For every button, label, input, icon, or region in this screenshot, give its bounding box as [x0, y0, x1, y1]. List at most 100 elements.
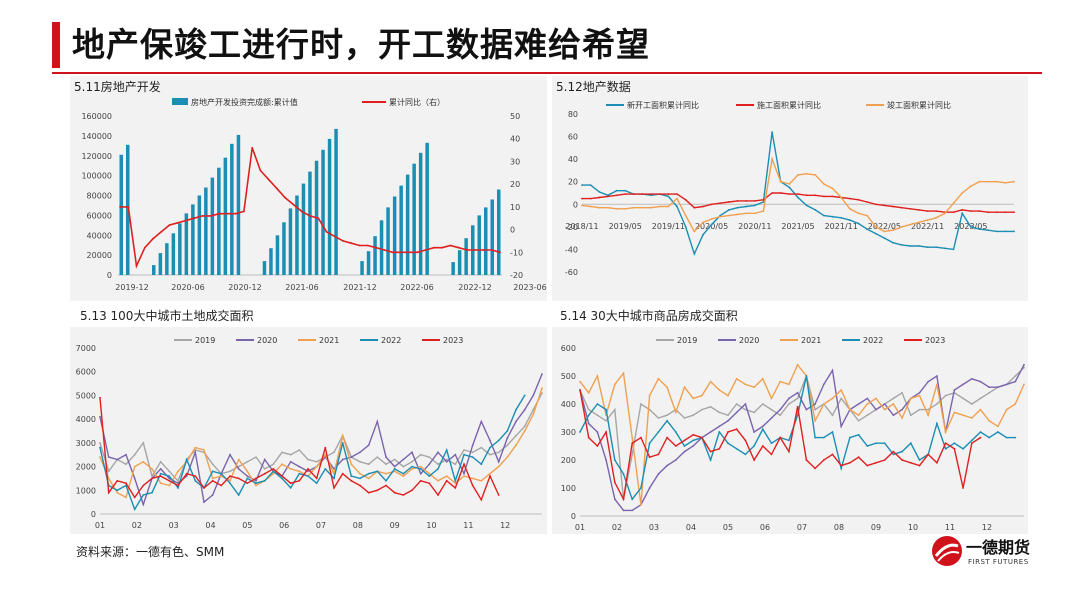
y-tick-label: 40: [568, 155, 578, 164]
data-point: [979, 397, 982, 400]
data-point: [962, 414, 964, 417]
data-point: [246, 477, 249, 480]
data-point: [607, 195, 609, 198]
data-point: [753, 431, 755, 433]
data-point: [359, 484, 361, 487]
data-point: [587, 408, 590, 411]
data-point: [307, 470, 309, 473]
data-point: [762, 201, 765, 203]
bar: [484, 207, 488, 275]
data-point: [234, 212, 237, 215]
series-line-2019: [579, 367, 1025, 500]
data-point: [648, 456, 651, 459]
x-tick-label: 08: [834, 523, 844, 532]
bar: [366, 251, 371, 275]
data-point: [978, 180, 981, 183]
data-point: [1013, 211, 1015, 214]
data-point: [276, 187, 278, 190]
y-tick-label: 100: [561, 484, 576, 493]
data-point: [831, 453, 834, 456]
data-point: [589, 205, 592, 208]
data-point: [532, 408, 535, 411]
data-point: [866, 228, 868, 231]
bar: [191, 204, 195, 275]
data-point: [666, 464, 668, 467]
data-point: [831, 187, 834, 190]
data-point: [151, 468, 153, 470]
data-point: [814, 194, 817, 197]
data-point: [918, 408, 921, 411]
data-point: [267, 178, 270, 181]
data-point: [692, 445, 695, 447]
data-point: [125, 463, 127, 466]
data-point: [441, 246, 444, 249]
data-point: [866, 414, 869, 417]
data-point: [350, 463, 353, 466]
data-point: [587, 422, 590, 425]
data-point: [709, 380, 712, 383]
data-point: [814, 209, 817, 211]
x-tick-label: 10: [426, 521, 436, 530]
data-point: [702, 221, 704, 224]
data-point: [901, 450, 903, 453]
data-point: [210, 215, 212, 217]
data-point: [497, 465, 500, 468]
data-point: [883, 403, 886, 405]
bar: [301, 183, 306, 275]
data-point: [587, 391, 590, 394]
data-point: [995, 180, 998, 183]
x-tick-label: 2022-06: [400, 283, 433, 292]
company-logo: 一德期货 FIRST FUTURES: [930, 528, 1040, 578]
x-tick-label: 2021/11: [825, 222, 858, 231]
data-point: [298, 449, 301, 451]
data-point: [761, 403, 764, 405]
data-point: [814, 436, 816, 439]
data-point: [523, 430, 526, 432]
data-point: [201, 215, 204, 217]
data-point: [883, 230, 886, 233]
data-point: [203, 487, 205, 489]
data-point: [489, 446, 491, 449]
x-tick-label: 2020/05: [695, 222, 728, 231]
y-tick-label: 300: [561, 428, 576, 437]
data-point: [309, 215, 311, 217]
data-point: [962, 383, 964, 386]
data-point: [375, 246, 377, 249]
data-point: [935, 210, 938, 213]
series-line-2021: [99, 388, 543, 499]
data-point: [676, 197, 678, 200]
data-point: [211, 463, 214, 466]
data-point: [709, 450, 712, 453]
data-point: [541, 387, 543, 390]
data-point: [366, 244, 369, 247]
data-point: [970, 403, 973, 405]
data-point: [944, 447, 947, 450]
y-right-tick-label: 10: [510, 203, 520, 212]
data-point: [735, 447, 738, 450]
x-tick-label: 2022-12: [458, 283, 491, 292]
data-point: [480, 420, 483, 423]
data-point: [666, 386, 668, 389]
data-point: [900, 244, 903, 246]
data-point: [693, 206, 696, 209]
data-point: [719, 215, 722, 218]
data-point: [333, 451, 335, 454]
data-point: [532, 413, 535, 416]
data-point: [918, 459, 921, 461]
data-point: [168, 224, 171, 226]
data-point: [615, 194, 618, 197]
data-point: [1004, 230, 1007, 233]
data-point: [272, 470, 275, 473]
data-point: [367, 444, 370, 447]
data-point: [997, 431, 999, 433]
data-point: [728, 201, 730, 203]
data-point: [596, 431, 599, 433]
data-point: [463, 475, 465, 477]
data-point: [848, 207, 851, 210]
data-point: [909, 414, 912, 417]
data-point: [292, 203, 295, 206]
data-point: [229, 470, 231, 473]
legend-label: 2023: [443, 336, 463, 345]
data-point: [735, 403, 738, 405]
data-point: [307, 475, 309, 477]
